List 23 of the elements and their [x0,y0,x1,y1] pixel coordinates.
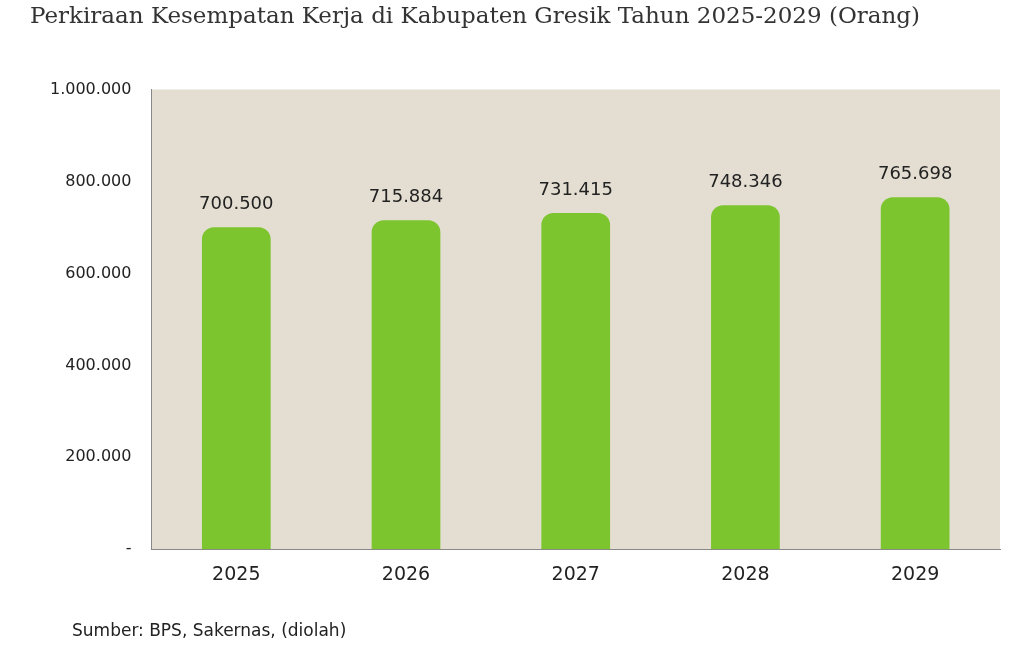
data-label: 748.346 [708,169,783,191]
x-tick-label: 2026 [381,561,431,584]
data-label: 731.415 [538,177,613,199]
y-tick-label: 800.000 [65,170,132,190]
bar [711,205,780,550]
data-label: 715.884 [368,184,444,206]
bar [541,213,611,550]
bar [371,220,441,550]
y-tick-label: 1.000.000 [49,78,132,98]
y-tick-label: 400.000 [65,354,132,374]
y-tick-label: 600.000 [65,262,132,282]
data-label: 700.500 [199,191,274,213]
chart-title: Perkiraan Kesempatan Kerja di Kabupaten Gresik Tahun 2025-2029 (Orang) [30,2,920,28]
y-tick-label: 200.000 [65,446,132,466]
x-tick-label: 2025 [212,561,261,584]
x-tick-label: 2028 [721,561,770,584]
y-tick-label: - [125,538,132,558]
bar [880,197,950,550]
bar [201,227,271,550]
text: Sumber: BPS, Sakernas, (diolah) [72,620,347,640]
data-label: 765.698 [877,161,953,183]
x-tick-label: 2029 [890,561,940,584]
x-tick-label: 2027 [551,561,600,584]
